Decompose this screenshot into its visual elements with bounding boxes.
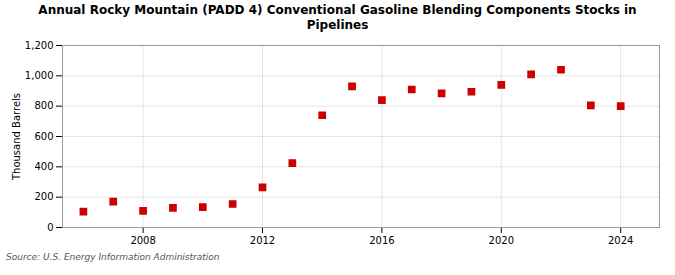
html-text:Source: U.S. Energy Informatio: Source: U.S. Energy Information Administ… [6, 252, 220, 262]
svg-text:2008: 2008 [130, 235, 155, 246]
svg-text:200: 200 [34, 191, 53, 202]
svg-text:0: 0 [47, 222, 53, 233]
svg-text:1,000: 1,000 [25, 70, 54, 81]
svg-text:2016: 2016 [369, 235, 394, 246]
svg-text:400: 400 [34, 161, 53, 172]
svg-text:600: 600 [34, 131, 53, 142]
svg-text:1,200: 1,200 [25, 40, 54, 51]
svg-text:Thousand Barrels: Thousand Barrels [11, 93, 22, 181]
svg-text:2012: 2012 [250, 235, 275, 246]
svg-text:800: 800 [34, 100, 53, 111]
html-text:Annual Rocky Mountain (PADD 4): Annual Rocky Mountain (PADD 4) Conventio… [38, 3, 637, 32]
svg-text:2020: 2020 [489, 235, 514, 246]
svg-text:2024: 2024 [608, 235, 633, 246]
